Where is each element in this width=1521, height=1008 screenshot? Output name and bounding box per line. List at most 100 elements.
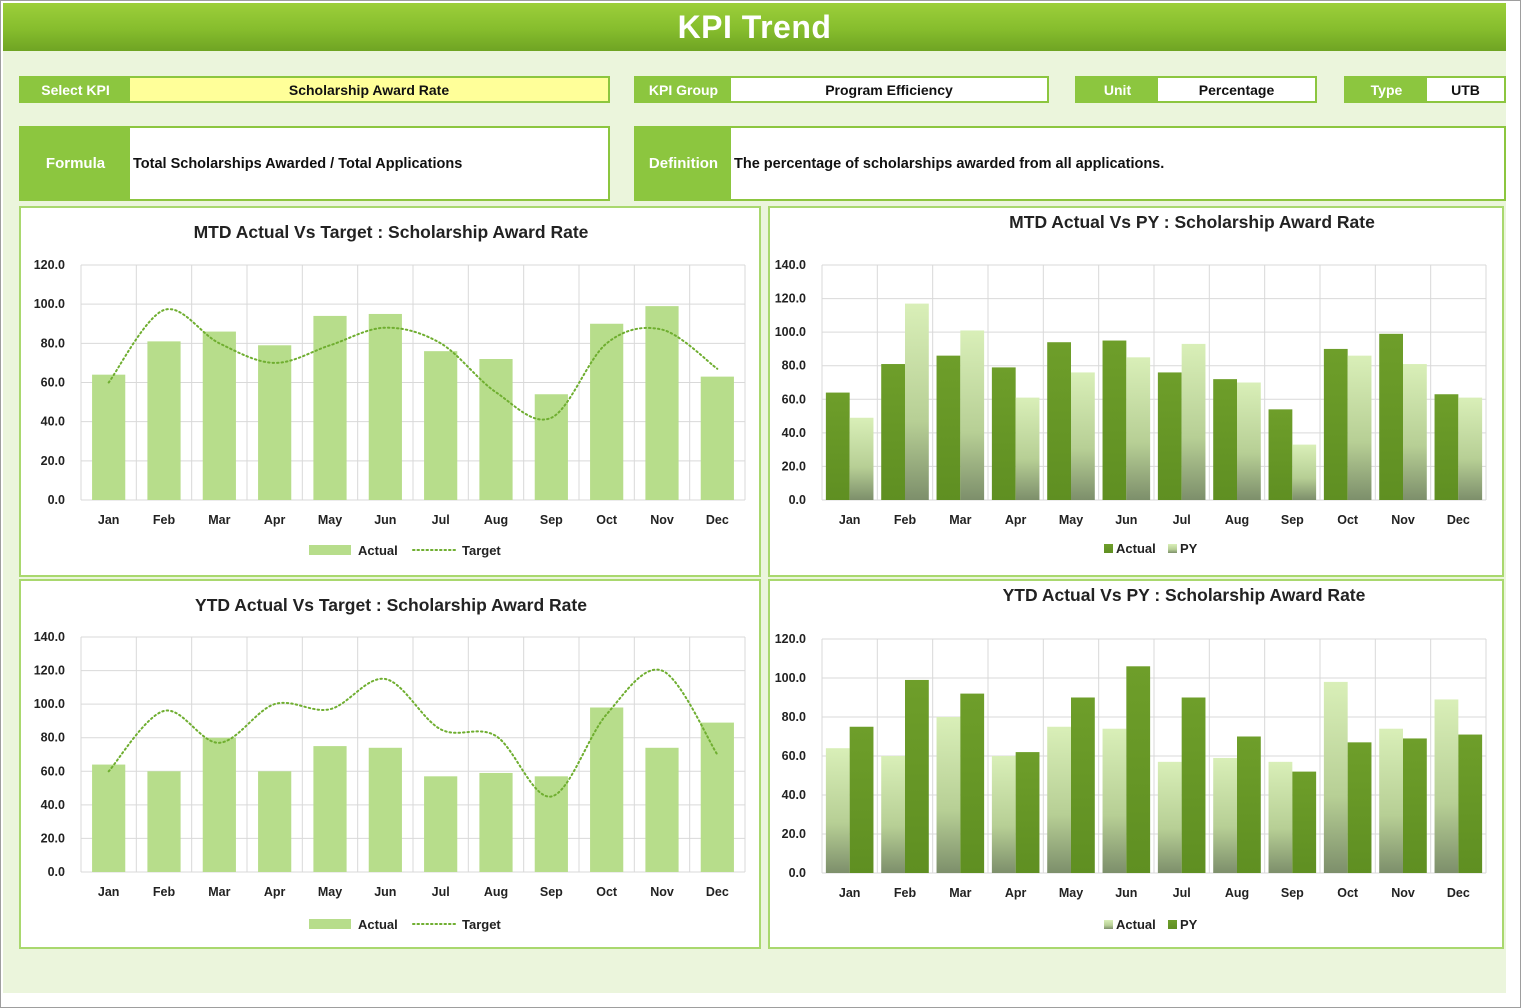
type-label: Type xyxy=(1346,78,1427,101)
select-kpi-field: Select KPI Scholarship Award Rate xyxy=(19,76,610,103)
bar-py xyxy=(1071,372,1095,500)
unit-value: Percentage xyxy=(1198,81,1275,98)
bar-actual xyxy=(825,748,850,873)
bar-py xyxy=(1347,742,1372,873)
x-tick-label: Nov xyxy=(650,513,674,527)
bar-py xyxy=(905,679,929,873)
bar-py xyxy=(960,693,985,873)
y-tick-label: 40.0 xyxy=(782,788,806,802)
mtd-actual-vs-py-chart: MTD Actual Vs PY : Scholarship Award Rat… xyxy=(768,206,1504,577)
bar-py xyxy=(1126,666,1151,873)
definition-label: Definition xyxy=(636,128,731,199)
y-tick-label: 120.0 xyxy=(775,632,806,646)
bar-actual xyxy=(1213,757,1237,873)
bar-py xyxy=(1237,382,1261,500)
bar-actual xyxy=(1434,699,1459,873)
y-tick-label: 60.0 xyxy=(41,764,65,778)
y-tick-label: 0.0 xyxy=(48,493,65,507)
x-tick-label: Mar xyxy=(208,885,230,899)
x-tick-label: Jun xyxy=(1115,513,1137,527)
x-tick-label: Jan xyxy=(839,886,861,900)
bar-actual xyxy=(1102,340,1127,500)
x-tick-label: Jun xyxy=(374,513,396,527)
bar-actual xyxy=(881,364,905,500)
legend-label-actual: Actual xyxy=(1116,541,1156,556)
bar-py xyxy=(1458,397,1483,500)
y-tick-label: 120.0 xyxy=(34,664,65,678)
mtd-actual-vs-target-chart: MTD Actual Vs Target : Scholarship Award… xyxy=(19,206,761,577)
ytd-actual-vs-py-svg: YTD Actual Vs PY : Scholarship Award Rat… xyxy=(775,585,1487,932)
bar-actual xyxy=(147,341,181,500)
x-tick-label: Feb xyxy=(894,886,917,900)
y-tick-label: 40.0 xyxy=(41,798,65,812)
x-tick-label: Sep xyxy=(540,513,563,527)
select-kpi-dropdown[interactable]: Scholarship Award Rate xyxy=(130,78,608,101)
definition-field: Definition The percentage of scholarship… xyxy=(634,126,1506,201)
bar-actual xyxy=(368,313,402,500)
x-tick-label: Apr xyxy=(1005,513,1027,527)
unit-field: Unit Percentage xyxy=(1075,76,1317,103)
y-tick-label: 100.0 xyxy=(775,671,806,685)
legend-label-actual: Actual xyxy=(358,917,398,932)
dashboard-canvas: KPI Trend Select KPI Scholarship Award R… xyxy=(3,3,1506,993)
y-tick-label: 0.0 xyxy=(789,866,806,880)
bar-actual xyxy=(1047,342,1071,500)
definition-value: The percentage of scholarships awarded f… xyxy=(734,155,1165,172)
x-tick-label: Jun xyxy=(1115,886,1137,900)
bar-actual xyxy=(479,359,513,500)
formula-label: Formula xyxy=(21,128,130,199)
unit-label: Unit xyxy=(1077,78,1158,101)
y-tick-label: 100.0 xyxy=(34,297,65,311)
bar-py xyxy=(1458,734,1483,873)
type-value: UTB xyxy=(1451,81,1480,98)
bar-actual xyxy=(700,722,734,872)
x-tick-label: Dec xyxy=(1447,513,1470,527)
bar-actual xyxy=(368,747,402,872)
kpi-group-field: KPI Group Program Efficiency xyxy=(634,76,1049,103)
x-tick-label: Jan xyxy=(98,885,120,899)
y-tick-label: 120.0 xyxy=(34,258,65,272)
x-tick-label: Nov xyxy=(650,885,674,899)
x-tick-label: May xyxy=(318,885,342,899)
x-tick-label: Aug xyxy=(1225,886,1249,900)
bar-actual xyxy=(258,345,292,500)
y-tick-label: 140.0 xyxy=(34,630,65,644)
legend-label-actual: Actual xyxy=(358,543,398,558)
kpi-group-value: Program Efficiency xyxy=(825,81,953,98)
x-tick-label: Jul xyxy=(1173,513,1191,527)
bar-actual xyxy=(534,776,568,872)
y-tick-label: 40.0 xyxy=(41,415,65,429)
bar-actual xyxy=(424,351,458,500)
bar-actual xyxy=(313,315,347,500)
x-tick-label: May xyxy=(1059,886,1083,900)
x-tick-label: Oct xyxy=(1337,886,1359,900)
y-tick-label: 20.0 xyxy=(41,831,65,845)
y-tick-label: 80.0 xyxy=(41,731,65,745)
y-tick-label: 60.0 xyxy=(41,376,65,390)
bar-actual xyxy=(1047,726,1071,873)
legend-label-target: Target xyxy=(462,917,501,932)
bar-actual xyxy=(1213,379,1237,500)
formula-value: Total Scholarships Awarded / Total Appli… xyxy=(133,155,463,172)
mtd-actual-vs-target-svg: MTD Actual Vs Target : Scholarship Award… xyxy=(34,222,746,558)
ytd-actual-vs-target-chart: YTD Actual Vs Target : Scholarship Award… xyxy=(19,579,761,949)
x-tick-label: Apr xyxy=(1005,886,1027,900)
x-tick-label: Mar xyxy=(949,886,971,900)
bar-py xyxy=(849,726,874,873)
bar-actual xyxy=(424,776,458,872)
bar-actual xyxy=(590,323,624,500)
y-tick-label: 100.0 xyxy=(34,697,65,711)
bar-py xyxy=(1237,736,1261,873)
bar-py xyxy=(1071,697,1095,873)
legend-label-actual: Actual xyxy=(1116,917,1156,932)
bar-actual xyxy=(147,771,181,872)
bar-py xyxy=(849,417,874,500)
x-tick-label: Jul xyxy=(1173,886,1191,900)
x-tick-label: Sep xyxy=(540,885,563,899)
bar-actual xyxy=(1102,728,1127,873)
y-tick-label: 20.0 xyxy=(782,827,806,841)
y-tick-label: 80.0 xyxy=(782,710,806,724)
x-tick-label: Jan xyxy=(839,513,861,527)
x-tick-label: Oct xyxy=(1337,513,1359,527)
